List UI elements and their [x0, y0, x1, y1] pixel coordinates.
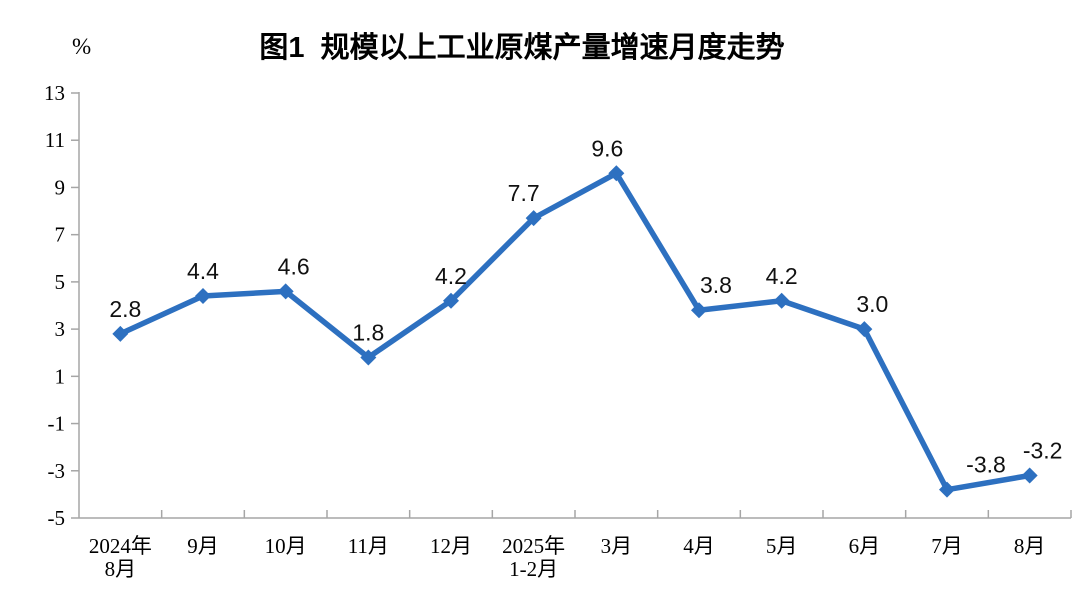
data-point-marker	[360, 349, 377, 366]
data-point-marker	[856, 321, 873, 338]
y-axis-tick-label: -3	[48, 459, 66, 483]
data-point-label: 9.6	[591, 135, 623, 161]
x-axis-category-label: 2024年 8月	[89, 534, 152, 581]
data-point-label: -3.2	[1023, 438, 1063, 464]
x-axis-category-label: 12月	[430, 534, 472, 558]
data-point-marker	[1021, 467, 1038, 484]
x-axis-category-label: 10月	[265, 534, 307, 558]
x-axis-category-label: 2025年 1-2月	[502, 534, 565, 581]
chart-title: 图1 规模以上工业原煤产量增速月度走势	[259, 32, 785, 64]
data-point-label: 4.4	[187, 258, 219, 284]
data-point-marker	[608, 165, 625, 182]
x-axis-category-label-line: 4月	[683, 534, 715, 558]
x-axis-category-label-line: 9月	[187, 534, 219, 558]
x-axis-category-label: 8月	[1014, 534, 1046, 558]
x-axis-category-label-line: 8月	[105, 557, 137, 581]
data-point-label: 7.7	[508, 180, 540, 206]
y-axis-unit-label: %	[72, 34, 92, 59]
x-axis-category-label-line: 1-2月	[509, 557, 558, 581]
x-axis-category-label: 11月	[348, 534, 389, 558]
y-axis-tick-label: 7	[55, 223, 66, 247]
x-axis-category-label: 6月	[849, 534, 881, 558]
x-axis-category-label: 3月	[601, 534, 633, 558]
x-axis-category-label: 9月	[187, 534, 219, 558]
y-axis-tick-label: 13	[44, 81, 65, 105]
y-axis-tick-label: 9	[55, 175, 66, 199]
x-axis-category-label-line: 2024年	[89, 534, 152, 558]
data-point-marker	[691, 302, 707, 319]
data-point-marker	[277, 283, 294, 300]
x-axis-category-label-line: 2025年	[502, 534, 565, 558]
data-point-label: 4.2	[766, 263, 798, 289]
data-point-marker	[112, 325, 129, 342]
data-point-label: 4.6	[278, 253, 310, 279]
x-axis-category-label-line: 11月	[348, 534, 389, 558]
trend-line	[117, 170, 1033, 493]
y-axis-tick-label: -1	[48, 412, 66, 436]
data-point-marker	[939, 481, 955, 498]
y-axis-tick-label: 1	[55, 364, 66, 388]
data-point-marker	[773, 292, 790, 309]
y-axis-tick-label: -5	[48, 506, 66, 530]
data-point-label: 1.8	[352, 319, 384, 345]
x-axis-category-label-line: 3月	[601, 534, 633, 558]
x-axis-category-label-line: 8月	[1014, 534, 1046, 558]
x-axis-category-label-line: 5月	[766, 534, 798, 558]
data-point-marker	[525, 210, 542, 227]
x-axis-category-label-line: 6月	[849, 534, 881, 558]
y-axis-tick-label: 11	[45, 128, 65, 152]
x-axis-category-label-line: 7月	[931, 534, 963, 558]
x-axis-category-label: 5月	[766, 534, 798, 558]
x-axis-category-label-line: 12月	[430, 534, 472, 558]
data-point-marker	[443, 292, 459, 309]
data-point-label: 3.0	[856, 291, 888, 317]
data-point-label: 4.2	[435, 263, 467, 289]
data-point-label: 3.8	[700, 272, 732, 298]
data-point-marker	[195, 288, 211, 305]
x-axis-category-label: 4月	[683, 534, 715, 558]
data-point-label: 2.8	[109, 296, 141, 322]
x-axis-category-label-line: 10月	[265, 534, 307, 558]
y-axis-tick-label: 3	[55, 317, 66, 341]
y-axis-tick-label: 5	[55, 270, 66, 294]
data-point-label: -3.8	[966, 452, 1006, 478]
x-axis-category-label: 7月	[931, 534, 963, 558]
